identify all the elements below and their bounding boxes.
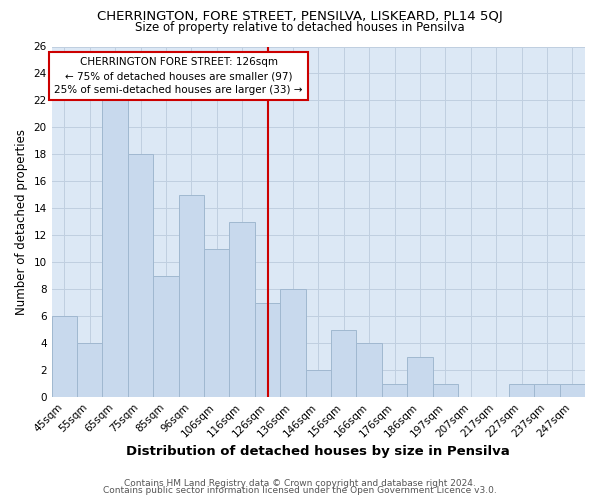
Bar [509, 384, 534, 397]
Bar [433, 384, 458, 397]
Bar [128, 154, 153, 397]
Bar [103, 100, 128, 397]
Bar [52, 316, 77, 397]
Text: Contains public sector information licensed under the Open Government Licence v3: Contains public sector information licen… [103, 486, 497, 495]
Bar [382, 384, 407, 397]
Bar [204, 249, 229, 397]
Text: CHERRINGTON FORE STREET: 126sqm
← 75% of detached houses are smaller (97)
25% of: CHERRINGTON FORE STREET: 126sqm ← 75% of… [55, 58, 303, 96]
X-axis label: Distribution of detached houses by size in Pensilva: Distribution of detached houses by size … [127, 444, 510, 458]
Bar [153, 276, 179, 397]
Bar [356, 344, 382, 397]
Bar [229, 222, 255, 397]
Bar [305, 370, 331, 397]
Text: CHERRINGTON, FORE STREET, PENSILVA, LISKEARD, PL14 5QJ: CHERRINGTON, FORE STREET, PENSILVA, LISK… [97, 10, 503, 23]
Bar [255, 303, 280, 397]
Bar [179, 195, 204, 397]
Text: Contains HM Land Registry data © Crown copyright and database right 2024.: Contains HM Land Registry data © Crown c… [124, 478, 476, 488]
Text: Size of property relative to detached houses in Pensilva: Size of property relative to detached ho… [135, 21, 465, 34]
Bar [407, 357, 433, 397]
Bar [280, 290, 305, 397]
Y-axis label: Number of detached properties: Number of detached properties [15, 129, 28, 315]
Bar [534, 384, 560, 397]
Bar [331, 330, 356, 397]
Bar [77, 344, 103, 397]
Bar [560, 384, 585, 397]
